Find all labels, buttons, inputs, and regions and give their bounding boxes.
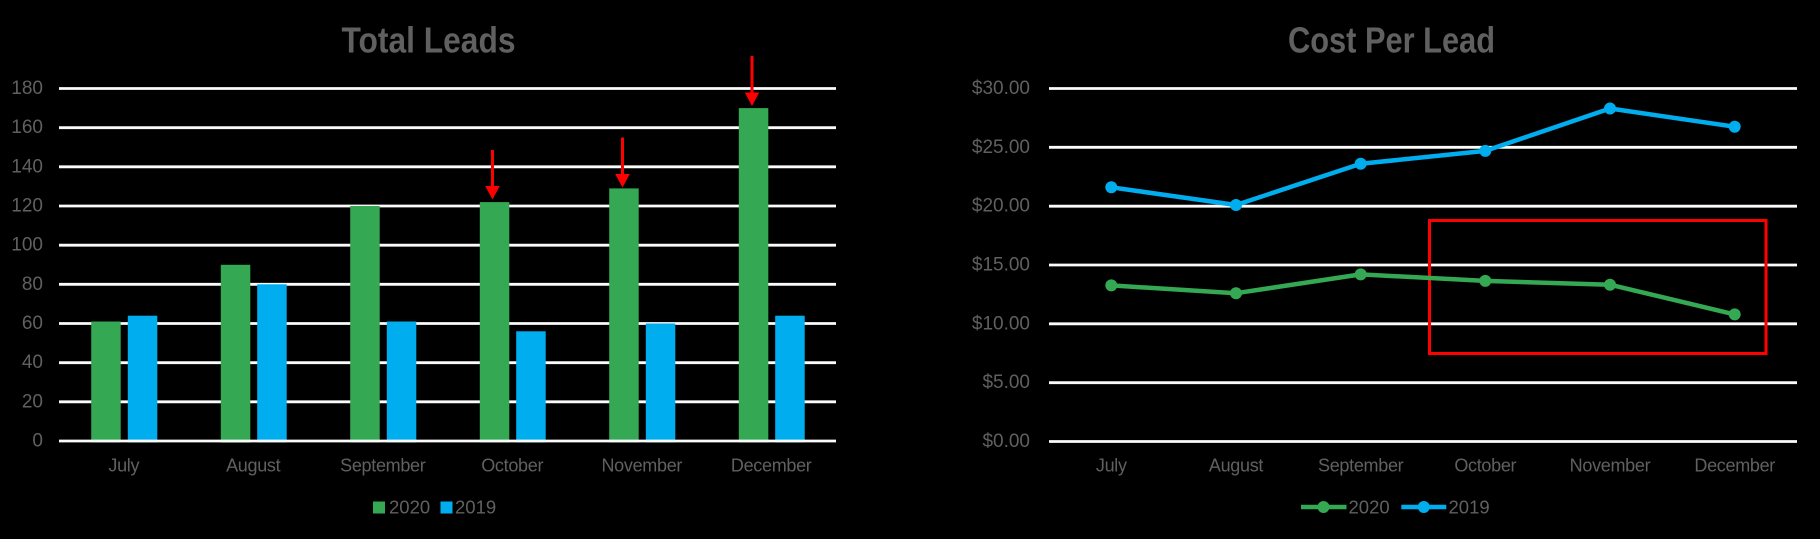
svg-text:October: October xyxy=(481,456,543,476)
svg-text:2020: 2020 xyxy=(389,497,430,518)
svg-text:$5.00: $5.00 xyxy=(982,372,1030,393)
svg-text:2020: 2020 xyxy=(1349,497,1390,518)
svg-text:20: 20 xyxy=(22,391,43,412)
svg-text:October: October xyxy=(1454,456,1516,476)
svg-text:$30.00: $30.00 xyxy=(972,78,1030,99)
svg-text:$0.00: $0.00 xyxy=(982,431,1030,452)
svg-text:0: 0 xyxy=(32,431,43,452)
svg-text:Total Leads: Total Leads xyxy=(342,20,516,61)
svg-text:Cost Per Lead: Cost Per Lead xyxy=(1288,20,1495,61)
svg-text:2019: 2019 xyxy=(1449,497,1490,518)
svg-text:September: September xyxy=(1318,456,1404,476)
svg-text:December: December xyxy=(731,456,812,476)
svg-text:120: 120 xyxy=(11,196,43,217)
svg-text:September: September xyxy=(340,456,426,476)
svg-text:100: 100 xyxy=(11,235,43,256)
svg-text:August: August xyxy=(1209,456,1264,476)
svg-text:$10.00: $10.00 xyxy=(972,313,1030,334)
svg-text:160: 160 xyxy=(11,117,43,138)
svg-text:$15.00: $15.00 xyxy=(972,255,1030,276)
svg-text:August: August xyxy=(226,456,281,476)
svg-text:July: July xyxy=(1096,456,1127,476)
svg-text:80: 80 xyxy=(22,274,43,295)
svg-text:2019: 2019 xyxy=(455,497,496,518)
svg-text:40: 40 xyxy=(22,352,43,373)
svg-text:November: November xyxy=(1570,456,1651,476)
svg-text:$25.00: $25.00 xyxy=(972,137,1030,158)
svg-text:$20.00: $20.00 xyxy=(972,196,1030,217)
svg-text:July: July xyxy=(108,456,139,476)
svg-text:60: 60 xyxy=(22,313,43,334)
svg-text:140: 140 xyxy=(11,156,43,177)
svg-text:November: November xyxy=(601,456,682,476)
svg-text:December: December xyxy=(1694,456,1775,476)
svg-text:180: 180 xyxy=(11,78,43,99)
